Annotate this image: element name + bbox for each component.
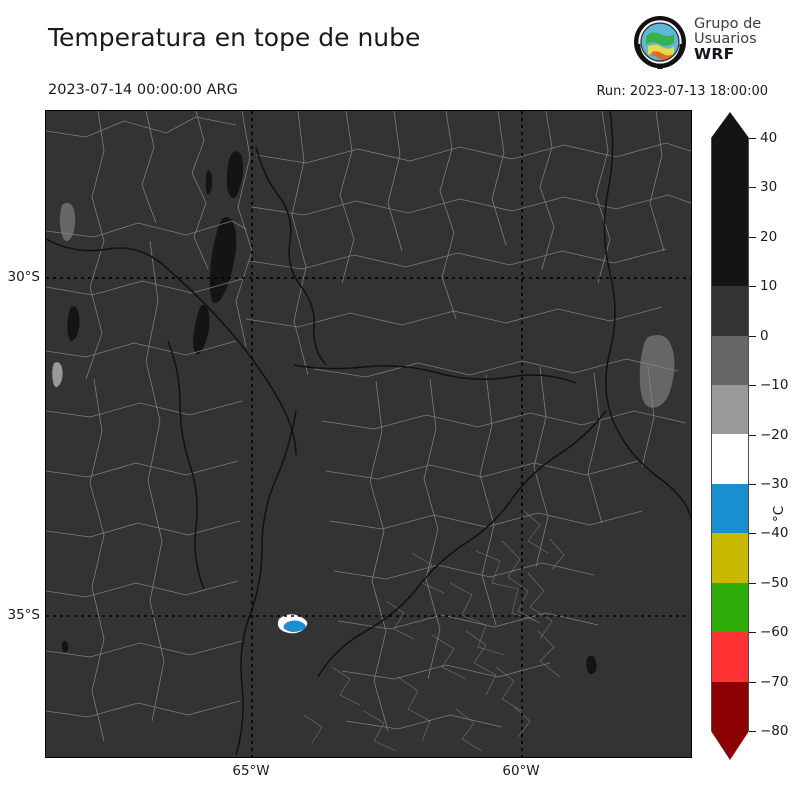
colorbar-band-10-45 (712, 138, 748, 287)
colorbar-tick-label-40: 40 (760, 130, 778, 146)
colorbar-tick-label-10: 10 (760, 278, 778, 295)
colorbar-tick-mark-30 (749, 187, 756, 189)
colorbar-tick-mark--40 (749, 533, 756, 535)
colorbar-tick-mark-0 (749, 335, 756, 337)
temperature-field-mid (59, 202, 675, 408)
colorbar-tick-label--70: −70 (760, 673, 789, 690)
temperature-field-cool (52, 362, 63, 388)
colorbar: 40 30 20 10 0 −10 −20 −30 −40 −50 −60 −70 −80 °C (708, 112, 800, 764)
colorbar-band--30--20 (712, 434, 748, 484)
colorbar-tick-mark--80 (749, 731, 756, 732)
colorbar-tick-label--40: −40 (760, 525, 789, 542)
colorbar-band--70--60 (712, 632, 748, 682)
colorbar-tick-mark--70 (749, 681, 756, 683)
globe-emblem-icon (634, 16, 686, 69)
logo-text: Grupo de Usuarios WRF (694, 17, 761, 62)
map-canvas (46, 111, 691, 757)
colorbar-tick-label-0: 0 (760, 327, 769, 344)
logo-line-3: WRF (694, 44, 735, 63)
colorbar-tick-mark--30 (749, 483, 756, 485)
department-boundaries-dense (303, 510, 565, 752)
colorbar-unit-label: °C (771, 505, 787, 522)
temperature-field-cold (277, 614, 308, 634)
colorbar-tick-label--60: −60 (760, 624, 789, 641)
colorbar-band--50--40 (712, 533, 748, 583)
colorbar-extend-max-arrow (711, 112, 749, 138)
axis-label-lat-35s: 35°S (7, 607, 41, 623)
colorbar-extend-min-arrow (711, 731, 749, 760)
map-background (46, 111, 691, 757)
colorbar-tick-label--20: −20 (760, 426, 789, 443)
colorbar-band--20--10 (712, 385, 748, 435)
colorbar-tick-mark--10 (749, 385, 756, 387)
colorbar-tick-mark--50 (749, 582, 756, 584)
hydrography (46, 111, 691, 756)
page-title: Temperatura en tope de nube (48, 23, 421, 52)
axis-label-lon-60w: 60°W (502, 763, 540, 779)
colorbar-ticks: 40 30 20 10 0 −10 −20 −30 −40 −50 −60 −70 −80 (749, 130, 799, 739)
colorbar-tick-mark--60 (749, 632, 756, 634)
map-panel[interactable] (45, 110, 692, 758)
colorbar-gradient (711, 138, 749, 731)
colorbar-tick-mark--20 (749, 434, 756, 436)
colorbar-tick-mark-20 (749, 236, 756, 238)
administrative-boundaries (46, 111, 691, 742)
colorbar-tick-label--10: −10 (760, 377, 789, 394)
colorbar-tick-label--50: −50 (760, 574, 789, 591)
colorbar-tick-label--80: −80 (760, 723, 789, 739)
colorbar-tick-label--30: −30 (760, 475, 789, 492)
brand-logo: Grupo de Usuarios WRF (632, 14, 792, 72)
colorbar-tick-label-20: 20 (760, 228, 778, 245)
colorbar-band--60--50 (712, 582, 748, 633)
logo-line-2: Usuarios (694, 30, 757, 47)
colorbar-band-0-10 (712, 286, 748, 336)
colorbar-band--85--70 (712, 681, 748, 731)
colorbar-tick-mark-40 (749, 138, 756, 139)
run-time-label: Run: 2023-07-13 18:00:00 (596, 84, 768, 99)
graticule-gridlines (46, 111, 691, 757)
axis-label-lat-30s: 30°S (7, 269, 41, 285)
colorbar-tick-mark-10 (749, 286, 756, 288)
colorbar-band--40--30 (712, 483, 748, 534)
valid-time-label: 2023-07-14 00:00:00 ARG (48, 82, 238, 98)
axis-label-lon-65w: 65°W (232, 763, 270, 779)
colorbar-tick-label-30: 30 (760, 179, 778, 196)
colorbar-band--10-0 (712, 335, 748, 386)
logo-line-1: Grupo de (694, 16, 762, 32)
